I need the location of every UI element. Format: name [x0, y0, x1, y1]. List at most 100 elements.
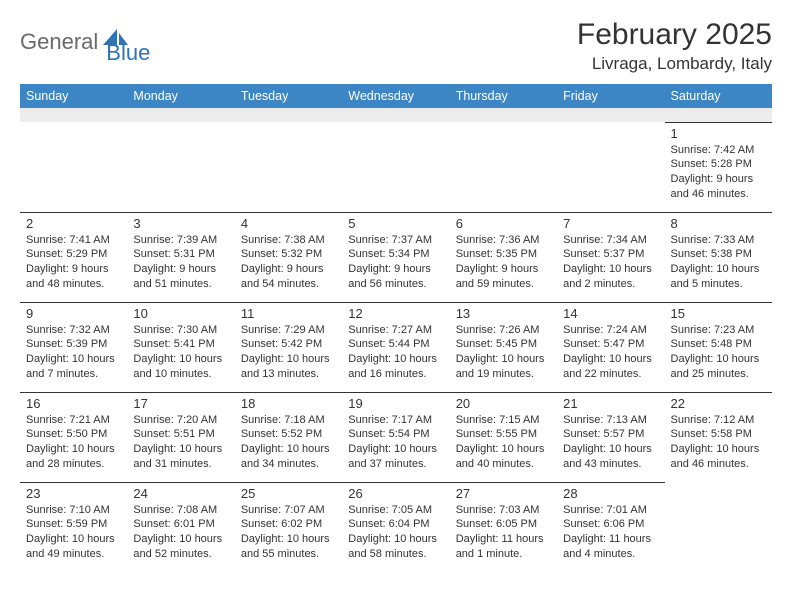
brand-word-1: General	[20, 29, 98, 55]
brand-logo: General Blue	[20, 18, 150, 66]
day-sunrise: Sunrise: 7:26 AM	[456, 323, 551, 338]
day-sunset: Sunset: 5:50 PM	[26, 427, 121, 442]
day-sunset: Sunset: 5:31 PM	[133, 247, 228, 262]
day-cell-empty	[342, 122, 449, 212]
day-day2: and 54 minutes.	[241, 277, 336, 292]
day-day1: Daylight: 9 hours	[456, 262, 551, 277]
day-day1: Daylight: 10 hours	[241, 532, 336, 547]
day-cell: 6Sunrise: 7:36 AMSunset: 5:35 PMDaylight…	[450, 212, 557, 302]
calendar-week: 2Sunrise: 7:41 AMSunset: 5:29 PMDaylight…	[20, 212, 772, 302]
day-cell: 23Sunrise: 7:10 AMSunset: 5:59 PMDayligh…	[20, 482, 127, 572]
day-day2: and 25 minutes.	[671, 367, 766, 382]
day-sunset: Sunset: 5:44 PM	[348, 337, 443, 352]
weekday-header-row: Sunday Monday Tuesday Wednesday Thursday…	[20, 84, 772, 108]
day-cell: 27Sunrise: 7:03 AMSunset: 6:05 PMDayligh…	[450, 482, 557, 572]
day-day1: Daylight: 10 hours	[348, 352, 443, 367]
day-day2: and 55 minutes.	[241, 547, 336, 562]
day-sunrise: Sunrise: 7:32 AM	[26, 323, 121, 338]
day-number: 15	[671, 306, 766, 321]
brand-word-2: Blue	[106, 40, 150, 66]
day-day2: and 51 minutes.	[133, 277, 228, 292]
day-sunrise: Sunrise: 7:03 AM	[456, 503, 551, 518]
day-number: 9	[26, 306, 121, 321]
day-sunset: Sunset: 5:57 PM	[563, 427, 658, 442]
day-number: 17	[133, 396, 228, 411]
day-sunrise: Sunrise: 7:23 AM	[671, 323, 766, 338]
day-cell: 5Sunrise: 7:37 AMSunset: 5:34 PMDaylight…	[342, 212, 449, 302]
day-day1: Daylight: 10 hours	[671, 262, 766, 277]
day-cell: 19Sunrise: 7:17 AMSunset: 5:54 PMDayligh…	[342, 392, 449, 482]
day-number: 4	[241, 216, 336, 231]
day-number: 13	[456, 306, 551, 321]
day-number: 23	[26, 486, 121, 501]
day-number: 24	[133, 486, 228, 501]
day-cell-empty	[235, 122, 342, 212]
day-sunrise: Sunrise: 7:29 AM	[241, 323, 336, 338]
day-cell-empty	[557, 122, 664, 212]
day-number: 26	[348, 486, 443, 501]
day-day1: Daylight: 10 hours	[456, 352, 551, 367]
day-sunrise: Sunrise: 7:20 AM	[133, 413, 228, 428]
weekday-header: Sunday	[20, 84, 127, 108]
calendar-week: 16Sunrise: 7:21 AMSunset: 5:50 PMDayligh…	[20, 392, 772, 482]
day-cell: 3Sunrise: 7:39 AMSunset: 5:31 PMDaylight…	[127, 212, 234, 302]
day-cell: 14Sunrise: 7:24 AMSunset: 5:47 PMDayligh…	[557, 302, 664, 392]
day-sunrise: Sunrise: 7:27 AM	[348, 323, 443, 338]
day-sunset: Sunset: 5:42 PM	[241, 337, 336, 352]
day-day2: and 7 minutes.	[26, 367, 121, 382]
day-sunrise: Sunrise: 7:38 AM	[241, 233, 336, 248]
day-number: 18	[241, 396, 336, 411]
day-sunset: Sunset: 5:54 PM	[348, 427, 443, 442]
day-sunrise: Sunrise: 7:07 AM	[241, 503, 336, 518]
day-sunrise: Sunrise: 7:34 AM	[563, 233, 658, 248]
day-sunrise: Sunrise: 7:12 AM	[671, 413, 766, 428]
calendar-week: 9Sunrise: 7:32 AMSunset: 5:39 PMDaylight…	[20, 302, 772, 392]
day-sunset: Sunset: 5:35 PM	[456, 247, 551, 262]
day-sunset: Sunset: 5:55 PM	[456, 427, 551, 442]
day-day2: and 2 minutes.	[563, 277, 658, 292]
weekday-header: Thursday	[450, 84, 557, 108]
day-day1: Daylight: 10 hours	[133, 442, 228, 457]
day-day2: and 56 minutes.	[348, 277, 443, 292]
day-sunrise: Sunrise: 7:17 AM	[348, 413, 443, 428]
day-number: 5	[348, 216, 443, 231]
day-day1: Daylight: 10 hours	[26, 352, 121, 367]
day-number: 20	[456, 396, 551, 411]
day-cell-empty	[20, 122, 127, 212]
day-day1: Daylight: 10 hours	[26, 532, 121, 547]
day-day2: and 28 minutes.	[26, 457, 121, 472]
day-sunrise: Sunrise: 7:39 AM	[133, 233, 228, 248]
day-day1: Daylight: 10 hours	[348, 532, 443, 547]
day-day1: Daylight: 10 hours	[26, 442, 121, 457]
day-day2: and 58 minutes.	[348, 547, 443, 562]
title-block: February 2025 Livraga, Lombardy, Italy	[577, 18, 772, 74]
calendar-week: 23Sunrise: 7:10 AMSunset: 5:59 PMDayligh…	[20, 482, 772, 572]
day-day2: and 46 minutes.	[671, 187, 766, 202]
day-sunset: Sunset: 5:52 PM	[241, 427, 336, 442]
day-sunset: Sunset: 5:38 PM	[671, 247, 766, 262]
day-day1: Daylight: 9 hours	[241, 262, 336, 277]
day-cell: 12Sunrise: 7:27 AMSunset: 5:44 PMDayligh…	[342, 302, 449, 392]
day-sunrise: Sunrise: 7:36 AM	[456, 233, 551, 248]
day-sunset: Sunset: 5:47 PM	[563, 337, 658, 352]
day-day2: and 59 minutes.	[456, 277, 551, 292]
day-cell: 9Sunrise: 7:32 AMSunset: 5:39 PMDaylight…	[20, 302, 127, 392]
day-sunrise: Sunrise: 7:13 AM	[563, 413, 658, 428]
day-cell: 20Sunrise: 7:15 AMSunset: 5:55 PMDayligh…	[450, 392, 557, 482]
day-day2: and 19 minutes.	[456, 367, 551, 382]
day-sunset: Sunset: 6:06 PM	[563, 517, 658, 532]
day-day1: Daylight: 10 hours	[563, 262, 658, 277]
day-day2: and 4 minutes.	[563, 547, 658, 562]
day-sunset: Sunset: 5:41 PM	[133, 337, 228, 352]
day-day1: Daylight: 10 hours	[348, 442, 443, 457]
day-number: 1	[671, 126, 766, 141]
day-number: 25	[241, 486, 336, 501]
day-day2: and 40 minutes.	[456, 457, 551, 472]
day-cell: 16Sunrise: 7:21 AMSunset: 5:50 PMDayligh…	[20, 392, 127, 482]
day-sunrise: Sunrise: 7:30 AM	[133, 323, 228, 338]
weekday-header: Monday	[127, 84, 234, 108]
day-number: 16	[26, 396, 121, 411]
day-number: 14	[563, 306, 658, 321]
day-day1: Daylight: 10 hours	[671, 442, 766, 457]
day-cell-empty	[127, 122, 234, 212]
